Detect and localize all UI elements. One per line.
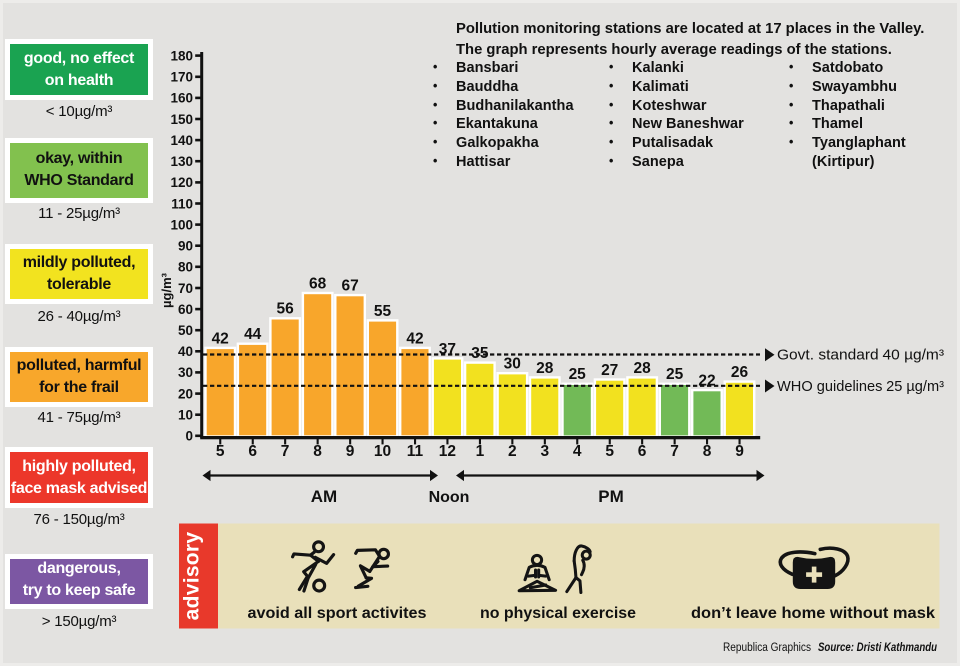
svg-text:26: 26 (731, 364, 749, 381)
svg-text:9: 9 (346, 443, 355, 460)
svg-text:2: 2 (508, 443, 517, 460)
svg-text:3: 3 (540, 443, 549, 460)
svg-text:7: 7 (670, 443, 679, 460)
svg-text:67: 67 (341, 278, 358, 295)
svg-text:no physical exercise: no physical exercise (480, 605, 636, 622)
svg-text:advisory: advisory (181, 532, 204, 621)
svg-text:12: 12 (439, 443, 456, 460)
svg-text:Republica Graphics: Republica Graphics (723, 642, 811, 654)
svg-text:4: 4 (573, 443, 582, 460)
svg-text:6: 6 (638, 443, 647, 460)
svg-text:AM: AM (311, 487, 337, 506)
svg-text:10: 10 (374, 443, 391, 460)
svg-text:Source: Dristi Kathmandu: Source: Dristi Kathmandu (818, 642, 937, 654)
svg-text:PM: PM (598, 487, 624, 506)
svg-text:80: 80 (178, 260, 193, 275)
svg-text:10: 10 (178, 408, 193, 423)
svg-text:68: 68 (309, 275, 327, 292)
svg-text:Govt. standard 40 µg/m³: Govt. standard 40 µg/m³ (777, 348, 944, 364)
svg-text:20: 20 (178, 386, 193, 401)
svg-text:180: 180 (170, 48, 193, 63)
svg-text:µg/m³: µg/m³ (159, 272, 174, 308)
svg-text:8: 8 (313, 443, 322, 460)
svg-text:55: 55 (374, 303, 392, 320)
svg-text:5: 5 (216, 443, 225, 460)
svg-text:25: 25 (569, 366, 587, 383)
svg-text:5: 5 (605, 443, 614, 460)
svg-text:30: 30 (178, 365, 193, 380)
svg-text:130: 130 (170, 154, 193, 169)
svg-text:42: 42 (406, 330, 423, 347)
svg-text:30: 30 (504, 356, 521, 373)
svg-text:0: 0 (185, 429, 193, 444)
svg-text:28: 28 (633, 360, 651, 377)
svg-text:22: 22 (698, 373, 715, 390)
svg-text:50: 50 (178, 323, 193, 338)
svg-text:100: 100 (170, 217, 193, 232)
svg-text:7: 7 (281, 443, 290, 460)
svg-text:11: 11 (407, 443, 424, 460)
svg-text:avoid all sport activites: avoid all sport activites (248, 605, 427, 622)
svg-text:6: 6 (248, 443, 257, 460)
svg-text:40: 40 (178, 344, 193, 359)
svg-text:160: 160 (170, 91, 193, 106)
svg-text:110: 110 (171, 196, 193, 211)
svg-text:28: 28 (536, 360, 554, 377)
svg-text:WHO guidelines 25 µg/m³: WHO guidelines 25 µg/m³ (777, 379, 944, 395)
svg-text:170: 170 (170, 70, 193, 85)
svg-text:150: 150 (170, 112, 193, 127)
svg-text:8: 8 (703, 443, 712, 460)
svg-text:70: 70 (178, 281, 193, 296)
svg-text:don’t leave home without mask: don’t leave home without mask (691, 605, 935, 622)
svg-text:90: 90 (178, 239, 193, 254)
svg-text:60: 60 (178, 302, 193, 317)
svg-text:42: 42 (212, 330, 229, 347)
svg-text:Noon: Noon (429, 489, 470, 506)
svg-text:25: 25 (666, 366, 684, 383)
svg-text:56: 56 (276, 301, 294, 318)
svg-text:9: 9 (735, 443, 744, 460)
svg-text:1: 1 (476, 443, 485, 460)
svg-text:140: 140 (170, 133, 193, 148)
svg-text:27: 27 (601, 362, 618, 379)
svg-text:120: 120 (170, 175, 193, 190)
svg-text:44: 44 (244, 326, 262, 343)
